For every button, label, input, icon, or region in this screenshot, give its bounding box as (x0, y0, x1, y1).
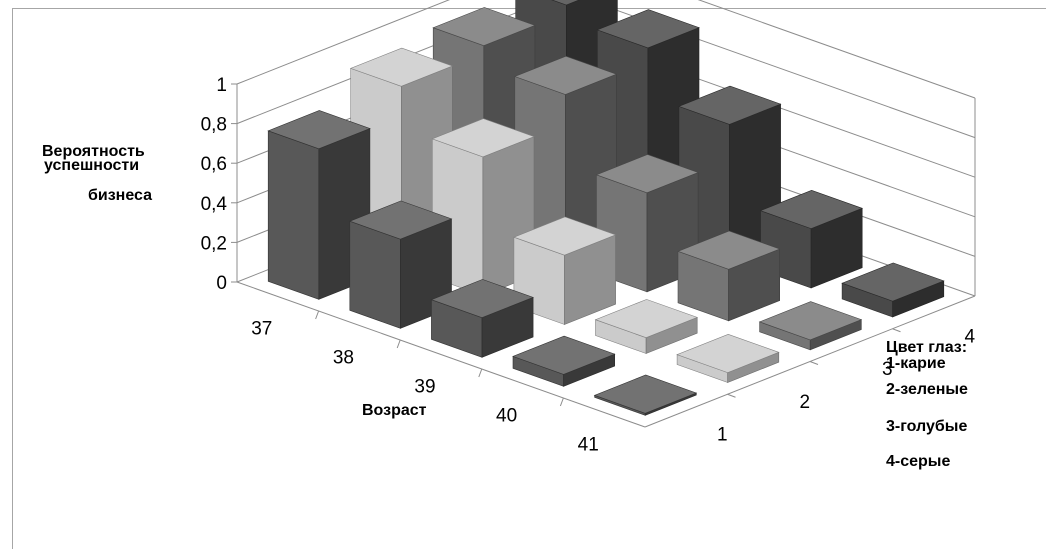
x-tick-label: 40 (496, 406, 517, 427)
x-tick-mark (315, 310, 320, 320)
bar-top-face (432, 7, 536, 47)
legend-title: Цвет глаз: (886, 339, 968, 356)
y-tick-label: 3 (882, 359, 893, 380)
bar-top-face (678, 85, 782, 125)
z-axis-title-line-1: Вероятность (42, 143, 145, 160)
bar-top-face (551, 0, 580, 6)
legend-item-4: 4-серые (886, 453, 951, 470)
legend-item-1: 1-карие (886, 355, 946, 372)
bar-top-face (595, 154, 699, 194)
y-tick-label: 2 (799, 392, 810, 413)
bar-front-face (349, 220, 401, 329)
x-tick-label: 41 (578, 435, 599, 456)
bar-top-face (593, 374, 698, 414)
z-axis-title-line-2: успешности (44, 157, 140, 174)
bar-front-face (267, 130, 320, 300)
y-tick-label: 1 (717, 425, 728, 446)
bar-top-face (430, 279, 534, 319)
z-tick-label: 0,4 (201, 194, 228, 215)
z-tick-label: 1 (216, 75, 227, 96)
y-tick-mark (809, 361, 819, 365)
bar-top-face (512, 335, 616, 375)
x-tick-label: 39 (414, 377, 435, 398)
z-gridline (236, 0, 976, 99)
x-axis-title: Возраст (362, 402, 427, 419)
bar-top-face (513, 55, 618, 95)
bar-top-face (348, 200, 453, 240)
x-tick-mark (559, 397, 564, 407)
bar-top-face (841, 262, 945, 302)
x-axis-line (236, 281, 646, 428)
z-tick-label: 0,8 (201, 115, 227, 136)
bar-top-face (349, 47, 454, 87)
y-tick-label: 4 (964, 326, 975, 347)
y-tick-mark (892, 328, 901, 333)
z-tick-label: 0 (216, 273, 227, 294)
x-tick-mark (478, 368, 483, 378)
y-tick-mark (727, 393, 736, 398)
z-tick-label: 0,6 (201, 154, 227, 175)
bar-top-face (267, 110, 371, 150)
bar-top-face (758, 301, 863, 341)
z-tick-label: 0,2 (201, 233, 227, 254)
bar-top-face (759, 189, 864, 229)
x-tick-mark (396, 339, 401, 349)
z-gridline (236, 0, 976, 139)
legend-item-3: 3-голубые (886, 418, 968, 435)
bar-top-face (596, 9, 700, 49)
bar-top-face (677, 230, 781, 270)
bar-top-face (513, 216, 617, 256)
z-axis-title-line-3: бизнеса (88, 187, 153, 204)
bar-top-face (594, 299, 699, 339)
x-tick-label: 38 (333, 348, 354, 369)
bar-top-face (431, 118, 535, 158)
bar-top-face (676, 333, 780, 373)
x-tick-label: 37 (251, 319, 272, 340)
legend-item-2: 2-зеленые (886, 381, 968, 398)
